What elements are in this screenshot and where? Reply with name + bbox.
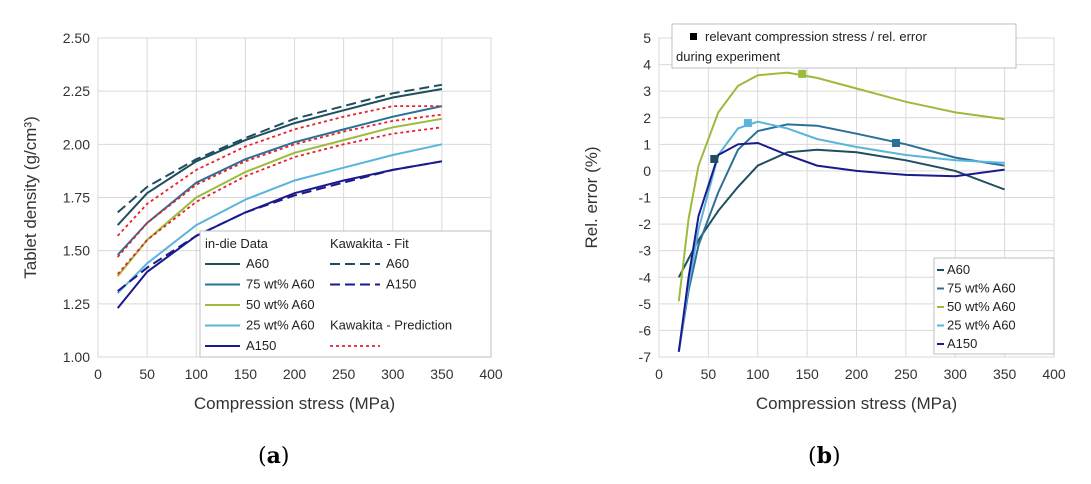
annotation-text: during experiment [676, 49, 780, 64]
x-tick-label: 50 [701, 366, 717, 382]
x-tick-label: 100 [185, 366, 209, 382]
x-axis-label: Compression stress (MPa) [756, 394, 957, 413]
x-tick-label: 0 [94, 366, 102, 382]
chart-a: 0 50 100 150 200 250 300 350 400 1.00 1.25 1.50 1.75… [21, 30, 503, 413]
data-marker [798, 69, 807, 78]
data-marker [892, 139, 900, 148]
x-tick-label: 300 [944, 366, 968, 382]
annotation-text: relevant compression stress / rel. error [705, 29, 927, 44]
y-tick-label: 1 [643, 136, 651, 152]
legend-title: Kawakita - Prediction [330, 318, 452, 333]
y-tick-label: 2 [643, 110, 651, 126]
y-tick-label: 4 [643, 57, 651, 73]
data-marker [743, 119, 752, 128]
panel-label-b: (b) [808, 443, 841, 469]
legend-label: 75 wt% A60 [246, 277, 315, 292]
x-tick-label: 250 [894, 366, 918, 382]
y-tick-label: 1.25 [63, 296, 90, 312]
series-line [117, 113, 443, 258]
y-tick-label: 1.50 [63, 243, 90, 259]
x-tick-label: 200 [845, 366, 869, 382]
y-tick-label: 5 [643, 30, 651, 46]
x-tick-label: 300 [381, 366, 405, 382]
series-line [117, 83, 443, 214]
y-axis-label: Rel. error (%) [582, 146, 601, 248]
series-line [117, 126, 443, 275]
legend-title: Kawakita - Fit [330, 236, 409, 251]
x-tick-label: 250 [332, 366, 356, 382]
data-marker [710, 154, 719, 163]
legend-box [933, 257, 1055, 355]
legend-title: in-die Data [205, 236, 269, 251]
legend-label: A60 [246, 256, 269, 271]
x-tick-label: 400 [1042, 366, 1066, 382]
legend-label: A60 [947, 262, 970, 277]
panel-label-a: (a) [258, 443, 289, 469]
legend-label: 25 wt% A60 [947, 318, 1016, 333]
x-tick-label: 350 [430, 366, 454, 382]
y-tick-label: 2.00 [63, 136, 90, 152]
y-tick-label: 2.50 [63, 30, 90, 46]
legend-label: A60 [386, 256, 409, 271]
legend-box [199, 230, 492, 358]
legend-label: 25 wt% A60 [246, 318, 315, 333]
series-line [117, 105, 442, 237]
y-tick-label: 3 [643, 83, 651, 99]
legend-label: 75 wt% A60 [947, 281, 1016, 296]
x-tick-label: 400 [479, 366, 503, 382]
x-tick-label: 150 [234, 366, 258, 382]
chart-b: 0 50 100 150 200 250 300 350 400 -7 -6 -5 -4 -3 -2 -1 0 1… [582, 23, 1066, 413]
y-tick-label: 2.25 [63, 83, 90, 99]
y-tick-label: 1.75 [63, 190, 90, 206]
x-tick-label: 100 [746, 366, 770, 382]
series-line [117, 160, 443, 292]
x-tick-label: 150 [795, 366, 819, 382]
y-tick-label: 0 [643, 163, 651, 179]
series-line [116, 143, 443, 294]
y-tick-label: -7 [639, 349, 652, 365]
y-tick-label: -1 [639, 190, 652, 206]
series-line [116, 160, 443, 309]
legend-label: 50 wt% A60 [947, 299, 1016, 314]
y-tick-label: -3 [639, 243, 652, 259]
legend-label: A150 [947, 336, 977, 351]
annotation-marker [690, 33, 697, 40]
y-tick-label: -5 [639, 296, 652, 312]
x-tick-label: 0 [655, 366, 663, 382]
y-tick-label: -6 [639, 322, 652, 338]
series-line [116, 88, 443, 226]
x-axis-label: Compression stress (MPa) [194, 394, 395, 413]
legend-label: A150 [246, 338, 276, 353]
series-line [677, 71, 1005, 302]
y-tick-label: -2 [639, 216, 652, 232]
legend-label: A150 [386, 277, 416, 292]
series-line [677, 123, 1005, 352]
series-line [677, 141, 1005, 352]
y-axis-label: Tablet density (g/cm³) [21, 116, 40, 279]
x-tick-label: 200 [283, 366, 307, 382]
legend-label: 50 wt% A60 [246, 297, 315, 312]
series-line [677, 120, 1005, 352]
x-tick-label: 50 [139, 366, 155, 382]
x-tick-label: 350 [993, 366, 1017, 382]
annotation-box [671, 23, 1017, 69]
y-tick-label: 1.00 [63, 349, 90, 365]
y-tick-label: -4 [639, 269, 652, 285]
